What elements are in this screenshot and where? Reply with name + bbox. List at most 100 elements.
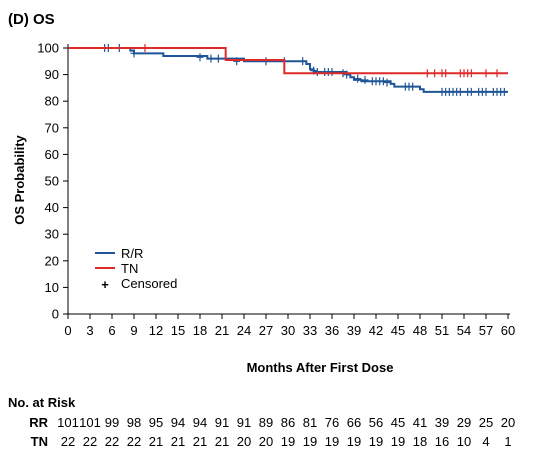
risk-value: 56	[369, 415, 383, 430]
risk-value: 89	[259, 415, 273, 430]
x-tick-label: 12	[149, 323, 163, 338]
censor-mark-r-r	[233, 57, 241, 66]
legend-label-r-r: R/R	[121, 246, 143, 261]
censor-mark-r-r	[456, 87, 464, 96]
censor-mark-r-r	[409, 82, 417, 91]
y-tick-label: 30	[45, 227, 59, 242]
y-tick-label: 80	[45, 94, 59, 109]
censor-mark-tn	[141, 44, 149, 52]
y-tick-label: 0	[52, 307, 59, 322]
x-tick-label: 51	[435, 323, 449, 338]
legend-label-tn: TN	[121, 261, 138, 276]
risk-value: 25	[479, 415, 493, 430]
x-tick-label: 0	[64, 323, 71, 338]
censor-mark-tn	[467, 69, 475, 78]
x-tick-label: 24	[237, 323, 251, 338]
risk-value: 91	[215, 415, 229, 430]
risk-value: 94	[171, 415, 185, 430]
risk-value: 18	[413, 434, 427, 449]
risk-value: 101	[79, 415, 101, 430]
risk-value: 22	[61, 434, 75, 449]
censor-mark-r-r	[379, 77, 387, 86]
x-tick-label: 60	[501, 323, 515, 338]
risk-value: 19	[325, 434, 339, 449]
y-axis-label: OS Probability	[12, 134, 27, 224]
x-tick-label: 54	[457, 323, 471, 338]
risk-value: 99	[105, 415, 119, 430]
series-line-tn	[68, 47, 508, 75]
x-tick-label: 39	[347, 323, 361, 338]
censor-mark-r-r	[343, 70, 351, 79]
risk-value: 95	[149, 415, 163, 430]
risk-value: 22	[105, 434, 119, 449]
x-tick-label: 27	[259, 323, 273, 338]
y-tick-label: 90	[45, 67, 59, 82]
censor-mark-tn	[482, 69, 490, 78]
risk-value: 19	[369, 434, 383, 449]
censor-mark-r-r	[500, 87, 508, 96]
risk-value: 98	[127, 415, 141, 430]
risk-value: 22	[83, 434, 97, 449]
x-tick-label: 42	[369, 323, 383, 338]
y-tick-label: 70	[45, 120, 59, 135]
risk-value: 21	[149, 434, 163, 449]
censor-mark-tn	[431, 69, 439, 78]
x-tick-label: 9	[130, 323, 137, 338]
x-tick-label: 33	[303, 323, 317, 338]
x-tick-label: 57	[479, 323, 493, 338]
censor-mark-r-r	[299, 57, 307, 66]
chart-title: (D) OS	[8, 11, 55, 28]
censor-mark-tn	[493, 69, 501, 78]
y-tick-label: 50	[45, 174, 59, 189]
risk-value: 16	[435, 434, 449, 449]
risk-row-label: RR	[29, 415, 48, 430]
y-tick-label: 40	[45, 200, 59, 215]
risk-value: 91	[237, 415, 251, 430]
risk-value: 10	[457, 434, 471, 449]
x-tick-label: 3	[86, 323, 93, 338]
risk-value: 19	[303, 434, 317, 449]
risk-value: 1	[504, 434, 511, 449]
risk-value: 20	[259, 434, 273, 449]
risk-value: 76	[325, 415, 339, 430]
risk-value: 20	[501, 415, 515, 430]
censor-mark-r-r	[207, 54, 215, 63]
risk-value: 21	[215, 434, 229, 449]
x-tick-label: 36	[325, 323, 339, 338]
series-layer	[68, 44, 508, 96]
risk-value: 66	[347, 415, 361, 430]
risk-value: 22	[127, 434, 141, 449]
x-tick-label: 18	[193, 323, 207, 338]
censor-mark-r-r	[361, 75, 369, 84]
censor-mark-tn	[442, 69, 450, 78]
x-tick-label: 30	[281, 323, 295, 338]
risk-table-title: No. at Risk	[8, 395, 76, 410]
x-tick-label: 15	[171, 323, 185, 338]
x-tick-label: 21	[215, 323, 229, 338]
censor-mark-r-r	[130, 49, 138, 58]
risk-value: 21	[193, 434, 207, 449]
censor-mark-r-r	[196, 53, 204, 62]
censor-mark-r-r	[383, 78, 391, 87]
risk-value: 81	[303, 415, 317, 430]
x-tick-label: 48	[413, 323, 427, 338]
censor-mark-r-r	[328, 67, 336, 76]
risk-value: 29	[457, 415, 471, 430]
risk-value: 19	[391, 434, 405, 449]
risk-value: 20	[237, 434, 251, 449]
censor-mark-r-r	[262, 57, 270, 66]
legend: R/RTN + Censored	[95, 246, 177, 292]
censor-mark-r-r	[214, 54, 222, 63]
risk-value: 39	[435, 415, 449, 430]
censor-mark-r-r	[482, 87, 490, 96]
risk-value: 45	[391, 415, 405, 430]
risk-value: 4	[482, 434, 489, 449]
censor-mark-r-r	[313, 67, 321, 76]
x-axis-label: Months After First Dose	[247, 360, 394, 375]
censor-mark-tn	[423, 69, 431, 78]
y-tick-label: 60	[45, 147, 59, 162]
x-tick-label: 45	[391, 323, 405, 338]
